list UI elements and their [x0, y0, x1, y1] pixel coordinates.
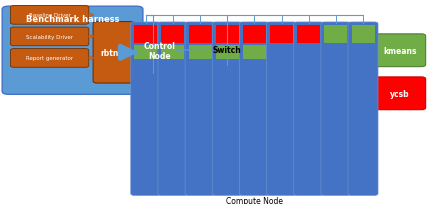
Text: Baseline Driver: Baseline Driver: [29, 13, 71, 18]
Bar: [243, 26, 266, 44]
Text: Report generator: Report generator: [26, 56, 73, 61]
FancyBboxPatch shape: [239, 23, 269, 195]
FancyBboxPatch shape: [375, 78, 426, 110]
FancyBboxPatch shape: [93, 22, 134, 84]
Text: Benchmark harness: Benchmark harness: [26, 15, 119, 24]
FancyBboxPatch shape: [294, 23, 324, 195]
FancyBboxPatch shape: [321, 23, 351, 195]
Bar: [162, 26, 184, 44]
FancyBboxPatch shape: [185, 23, 215, 195]
Text: Control
Node: Control Node: [144, 41, 176, 61]
Text: Switch: Switch: [213, 45, 242, 54]
Text: Compute Node: Compute Node: [226, 196, 283, 204]
FancyBboxPatch shape: [212, 23, 242, 195]
Bar: [162, 46, 184, 60]
FancyBboxPatch shape: [158, 23, 188, 195]
Text: kmeans: kmeans: [383, 47, 417, 55]
FancyBboxPatch shape: [267, 23, 297, 195]
Text: rbtnal: rbtnal: [100, 49, 127, 58]
FancyBboxPatch shape: [2, 7, 143, 95]
Bar: [188, 26, 212, 44]
Bar: [270, 26, 293, 44]
Bar: [297, 26, 320, 44]
Bar: [188, 46, 212, 60]
Bar: [134, 26, 157, 44]
FancyBboxPatch shape: [375, 35, 426, 67]
FancyBboxPatch shape: [348, 23, 378, 195]
FancyBboxPatch shape: [10, 49, 89, 68]
Bar: [216, 26, 239, 44]
FancyBboxPatch shape: [131, 23, 161, 195]
Bar: [324, 26, 347, 44]
Bar: [134, 46, 157, 60]
Bar: [216, 46, 239, 60]
FancyBboxPatch shape: [10, 7, 89, 25]
FancyBboxPatch shape: [138, 26, 182, 76]
Text: Scalability Driver: Scalability Driver: [26, 35, 73, 40]
Text: ycsb: ycsb: [390, 89, 410, 98]
Bar: [352, 26, 375, 44]
Bar: [243, 46, 266, 60]
FancyBboxPatch shape: [10, 28, 89, 47]
FancyBboxPatch shape: [201, 33, 253, 67]
